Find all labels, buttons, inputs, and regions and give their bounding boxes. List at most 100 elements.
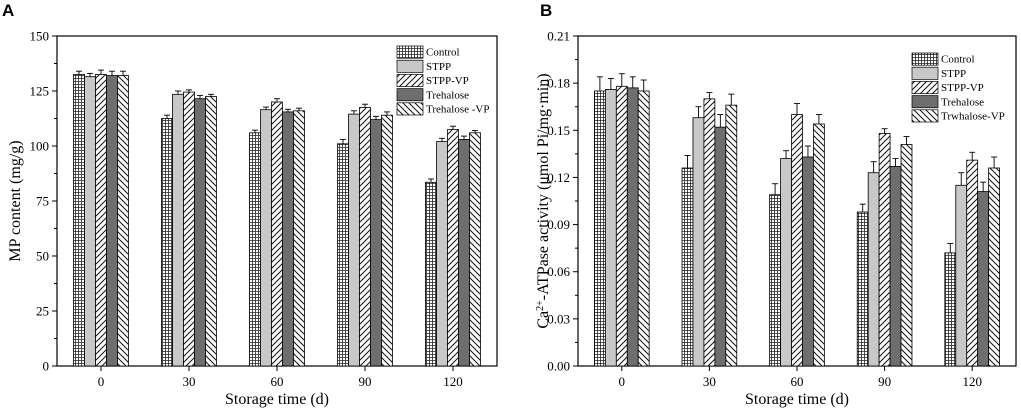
legend-swatch bbox=[396, 45, 424, 59]
bar bbox=[780, 158, 792, 367]
bar bbox=[381, 114, 393, 367]
x-tick-label: 60 bbox=[791, 374, 804, 389]
bar bbox=[172, 93, 184, 367]
legend-label: Control bbox=[426, 47, 460, 59]
x-tick-label: 30 bbox=[183, 374, 196, 389]
bar bbox=[626, 87, 639, 367]
panel-label: A bbox=[2, 1, 14, 20]
legend-label: STPP-VP bbox=[426, 75, 469, 87]
legend-swatch bbox=[911, 52, 939, 66]
bar bbox=[944, 252, 957, 367]
bar bbox=[359, 107, 371, 367]
bar bbox=[458, 138, 470, 367]
x-tick-label: 30 bbox=[703, 374, 716, 389]
x-tick-label: 90 bbox=[359, 374, 372, 389]
bar bbox=[73, 74, 85, 367]
bar bbox=[703, 98, 716, 367]
legend-swatch bbox=[911, 66, 939, 80]
y-tick-label: 0.00 bbox=[547, 359, 570, 374]
bar bbox=[692, 117, 705, 367]
y-tick-label: 75 bbox=[36, 194, 49, 209]
y-axis-title: Ca2+-ATPase activity (μmol Pi/mg·min) bbox=[535, 73, 553, 328]
bar bbox=[447, 129, 459, 367]
y-tick-label: 100 bbox=[30, 139, 50, 154]
bar bbox=[425, 181, 437, 367]
bar bbox=[194, 98, 206, 367]
bar bbox=[370, 119, 382, 367]
y-axis-title: MP content (mg/g) bbox=[7, 140, 24, 261]
legend-label: STPP bbox=[426, 61, 451, 73]
bar bbox=[681, 167, 694, 367]
legend-swatch bbox=[396, 88, 424, 102]
bar bbox=[856, 211, 869, 367]
bar bbox=[205, 96, 217, 367]
y-tick-label: 125 bbox=[30, 84, 50, 99]
legend-swatch bbox=[911, 109, 939, 123]
x-tick-label: 0 bbox=[619, 374, 626, 389]
bar bbox=[867, 172, 880, 367]
bar bbox=[293, 110, 305, 367]
bar bbox=[900, 144, 913, 367]
y-axis-title-main: Ca bbox=[535, 311, 552, 329]
bar bbox=[725, 104, 738, 367]
y-tick-label: 0.03 bbox=[547, 311, 570, 326]
y-tick-label: 0.06 bbox=[547, 264, 570, 279]
bar bbox=[889, 166, 902, 367]
bar bbox=[84, 76, 96, 367]
bar bbox=[594, 90, 606, 367]
bar bbox=[249, 132, 261, 367]
bar bbox=[955, 184, 968, 367]
y-tick-label: 150 bbox=[30, 29, 50, 44]
legend-label: Trwhalose-VP bbox=[941, 111, 1005, 123]
bar bbox=[615, 85, 628, 367]
x-axis-title: Storage time (d) bbox=[745, 391, 849, 408]
bar bbox=[977, 191, 990, 367]
y-tick-label: 50 bbox=[36, 249, 49, 264]
legend-swatch bbox=[396, 59, 424, 73]
panel-label: B bbox=[540, 1, 552, 20]
legend-swatch bbox=[911, 81, 939, 94]
bar bbox=[802, 156, 814, 367]
bar bbox=[95, 74, 107, 367]
legend-swatch bbox=[396, 102, 424, 116]
bar bbox=[966, 159, 979, 367]
bar bbox=[769, 194, 781, 367]
panel-a-mp-content: 0 25 50 75 100 125 150 0 30 60 90 120 Control STPP STP… bbox=[2, 1, 498, 408]
legend-swatch bbox=[911, 95, 939, 109]
bar bbox=[282, 111, 294, 367]
bar bbox=[878, 133, 891, 367]
y-axis-title-superscript: 2+ bbox=[535, 300, 546, 311]
bar bbox=[637, 90, 650, 367]
x-tick-label: 60 bbox=[271, 374, 284, 389]
y-axis-title-rest: -ATPase activity (μmol Pi/mg·min) bbox=[535, 73, 552, 300]
legend-label: Control bbox=[941, 54, 975, 66]
panel-b-atpase-activity: 0.00 0.03 0.06 0.09 0.12 0.15 0.18 0.21 0 30 60 90 1… bbox=[535, 1, 1017, 408]
legend-label: STPP bbox=[941, 68, 966, 80]
y-tick-label: 0.18 bbox=[547, 76, 570, 91]
legend-swatch bbox=[396, 74, 424, 87]
x-tick-label: 0 bbox=[98, 374, 105, 389]
bar bbox=[271, 101, 283, 367]
bar bbox=[260, 109, 272, 367]
x-axis-title: Storage time (d) bbox=[225, 391, 329, 408]
bar bbox=[791, 114, 803, 367]
bar bbox=[988, 167, 1000, 367]
y-tick-label: 25 bbox=[36, 304, 49, 319]
bar bbox=[337, 143, 349, 367]
y-tick-label: 0.09 bbox=[547, 217, 570, 232]
bar bbox=[469, 132, 481, 367]
bar bbox=[117, 75, 129, 367]
y-tick-label: 0.21 bbox=[547, 29, 570, 44]
legend-label: Trehalose bbox=[941, 96, 984, 108]
x-tick-label: 120 bbox=[962, 374, 982, 389]
bar bbox=[714, 126, 727, 367]
y-tick-label: 0.15 bbox=[547, 123, 570, 138]
legend-label: STPP-VP bbox=[941, 82, 984, 94]
bar bbox=[106, 75, 118, 367]
bar bbox=[348, 113, 360, 367]
bar bbox=[604, 89, 617, 367]
bar bbox=[183, 91, 195, 367]
bar bbox=[436, 141, 448, 367]
x-tick-label: 90 bbox=[878, 374, 891, 389]
